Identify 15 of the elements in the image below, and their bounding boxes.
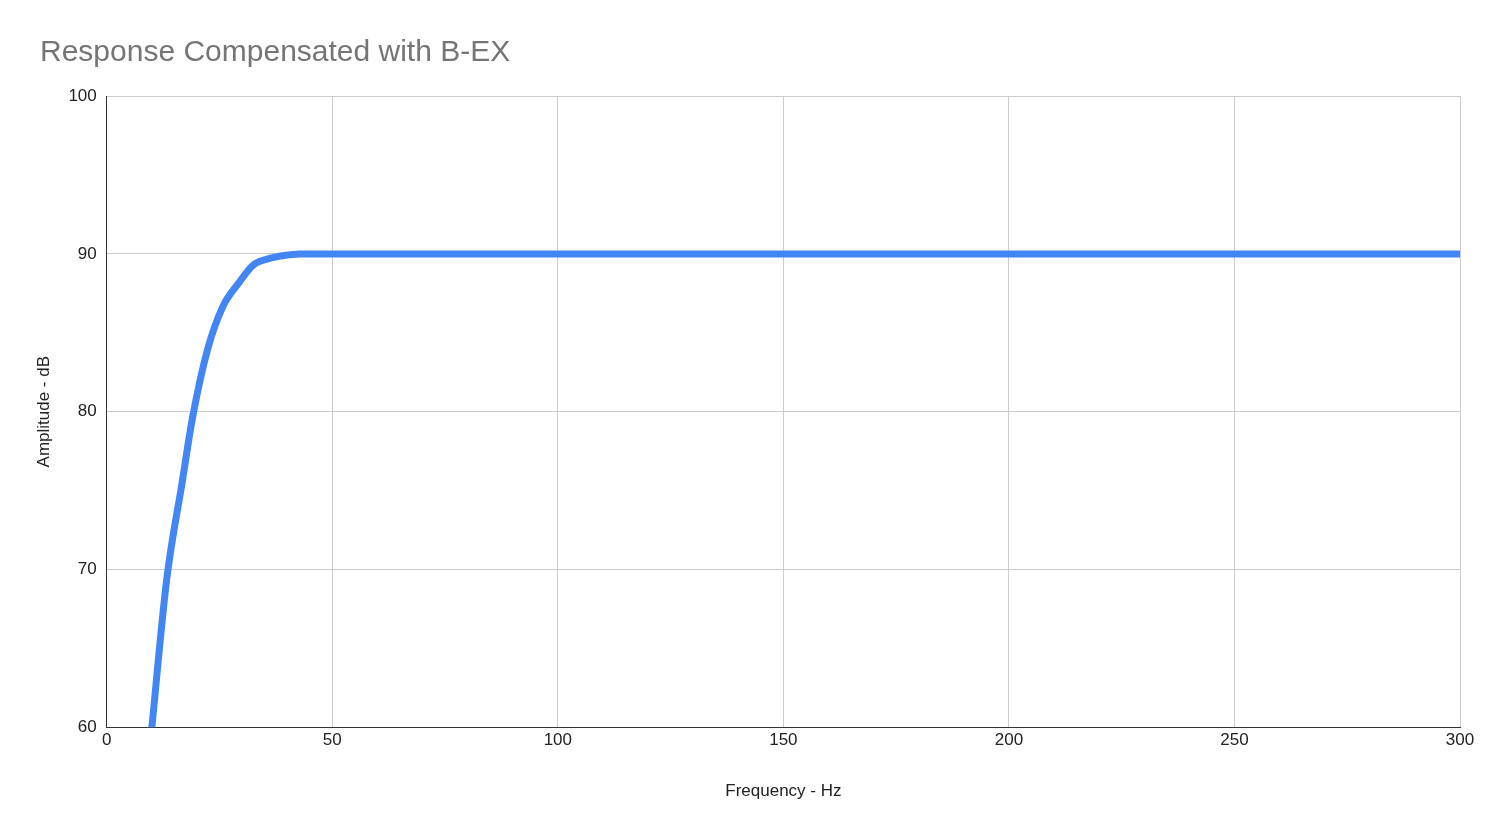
y-axis-title: Amplitude - dB [33, 355, 53, 468]
x-tick-label: 200 [994, 730, 1024, 750]
y-tick-label: 100 [68, 85, 97, 105]
chart-title: Response Compensated with B-EX [40, 34, 511, 68]
x-tick-label: 0 [102, 730, 112, 750]
x-tick-label: 250 [1220, 730, 1249, 750]
y-tick-label: 70 [77, 559, 97, 579]
x-tick-label: 50 [322, 730, 342, 750]
x-tick-label: 300 [1445, 730, 1475, 750]
x-tick-label: 150 [769, 730, 798, 750]
x-tick-label: 100 [543, 730, 573, 750]
x-axis-title: Frequency - Hz [725, 781, 842, 801]
y-tick-label: 60 [77, 716, 97, 736]
y-tick-label: 80 [77, 401, 97, 421]
y-tick-label: 90 [77, 243, 97, 263]
